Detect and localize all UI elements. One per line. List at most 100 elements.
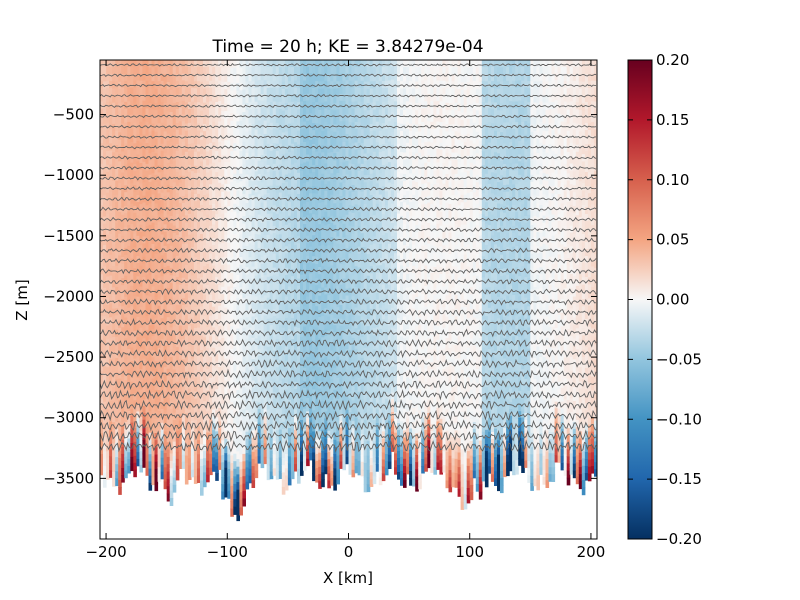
field-cell: [287, 307, 292, 316]
field-cell: [251, 117, 256, 125]
field-cell: [306, 235, 310, 244]
field-cell: [169, 453, 174, 462]
field-cell: [178, 114, 183, 122]
field-cell: [221, 155, 225, 163]
field-cell: [193, 306, 198, 315]
field-cell: [157, 235, 162, 244]
field-cell: [112, 479, 116, 487]
field-cell: [327, 159, 331, 168]
field-cell: [257, 86, 262, 95]
field-cell: [145, 129, 150, 137]
field-cell: [275, 451, 280, 459]
field-cell: [227, 344, 231, 353]
field-cell: [239, 181, 243, 190]
field-cell: [139, 128, 143, 137]
field-cell: [209, 94, 213, 102]
field-cell: [184, 293, 189, 301]
field-cell: [169, 371, 174, 380]
field-cell: [272, 281, 277, 289]
field-cell: [184, 243, 189, 252]
field-cell: [303, 148, 307, 157]
field-cell: [269, 325, 274, 333]
field-cell: [100, 101, 104, 109]
field-cell: [106, 353, 110, 361]
field-cell: [133, 60, 137, 68]
field-cell: [281, 226, 286, 235]
field-cell: [251, 202, 256, 211]
field-cell: [254, 366, 259, 374]
field-cell: [312, 452, 316, 461]
field-cell: [106, 136, 110, 145]
field-cell: [200, 197, 204, 206]
field-cell: [221, 250, 225, 259]
field-cell: [260, 311, 265, 319]
field-cell: [306, 404, 310, 412]
field-cell: [163, 160, 168, 168]
field-cell: [263, 275, 268, 283]
field-cell: [348, 149, 353, 158]
field-cell: [103, 166, 107, 175]
field-cell: [127, 417, 131, 426]
field-cell: [127, 115, 131, 123]
field-cell: [175, 95, 180, 103]
field-cell: [139, 197, 143, 205]
field-cell: [148, 353, 153, 362]
field-cell: [275, 353, 280, 361]
field-cell: [330, 350, 334, 359]
field-cell: [163, 152, 168, 161]
field-cell: [294, 87, 298, 95]
field-cell: [245, 188, 250, 197]
field-cell: [127, 135, 131, 144]
field-cell: [212, 320, 216, 328]
field-cell: [309, 146, 313, 154]
field-cell: [263, 268, 268, 276]
field-cell: [142, 114, 146, 122]
field-cell: [342, 128, 346, 136]
field-cell: [115, 116, 119, 125]
field-cell: [103, 230, 107, 239]
field-cell: [178, 87, 183, 95]
field-cell: [106, 374, 110, 382]
field-cell: [187, 67, 192, 75]
field-cell: [215, 466, 219, 474]
field-cell: [306, 377, 310, 385]
field-cell: [348, 115, 353, 123]
field-cell: [269, 443, 274, 452]
field-cell: [209, 281, 213, 289]
field-cell: [124, 136, 128, 145]
field-cell: [345, 369, 350, 377]
field-cell: [236, 474, 240, 483]
field-cell: [306, 303, 310, 311]
field-cell: [166, 427, 171, 436]
field-cell: [224, 409, 228, 418]
field-cell: [175, 248, 180, 257]
field-cell: [278, 164, 283, 173]
field-cell: [142, 141, 146, 149]
field-cell: [248, 208, 253, 216]
field-cell: [284, 310, 289, 319]
field-cell: [154, 124, 159, 133]
field-cell: [345, 167, 350, 175]
field-cell: [197, 60, 201, 68]
field-cell: [333, 260, 337, 269]
field-cell: [321, 444, 325, 452]
field-cell: [215, 74, 219, 82]
field-cell: [254, 220, 259, 228]
field-cell: [290, 241, 295, 249]
field-cell: [218, 80, 222, 88]
field-cell: [169, 171, 174, 180]
field-cell: [209, 433, 213, 441]
field-cell: [157, 242, 162, 251]
field-cell: [312, 375, 316, 383]
field-cell: [309, 159, 313, 168]
field-cell: [297, 179, 301, 188]
field-cell: [348, 274, 353, 282]
field-cell: [287, 215, 292, 224]
field-cell: [318, 138, 322, 147]
field-cell: [145, 447, 150, 455]
field-cell: [327, 380, 331, 389]
field-cell: [263, 436, 268, 444]
field-cell: [336, 420, 340, 428]
field-cell: [266, 199, 271, 208]
field-cell: [278, 401, 283, 410]
